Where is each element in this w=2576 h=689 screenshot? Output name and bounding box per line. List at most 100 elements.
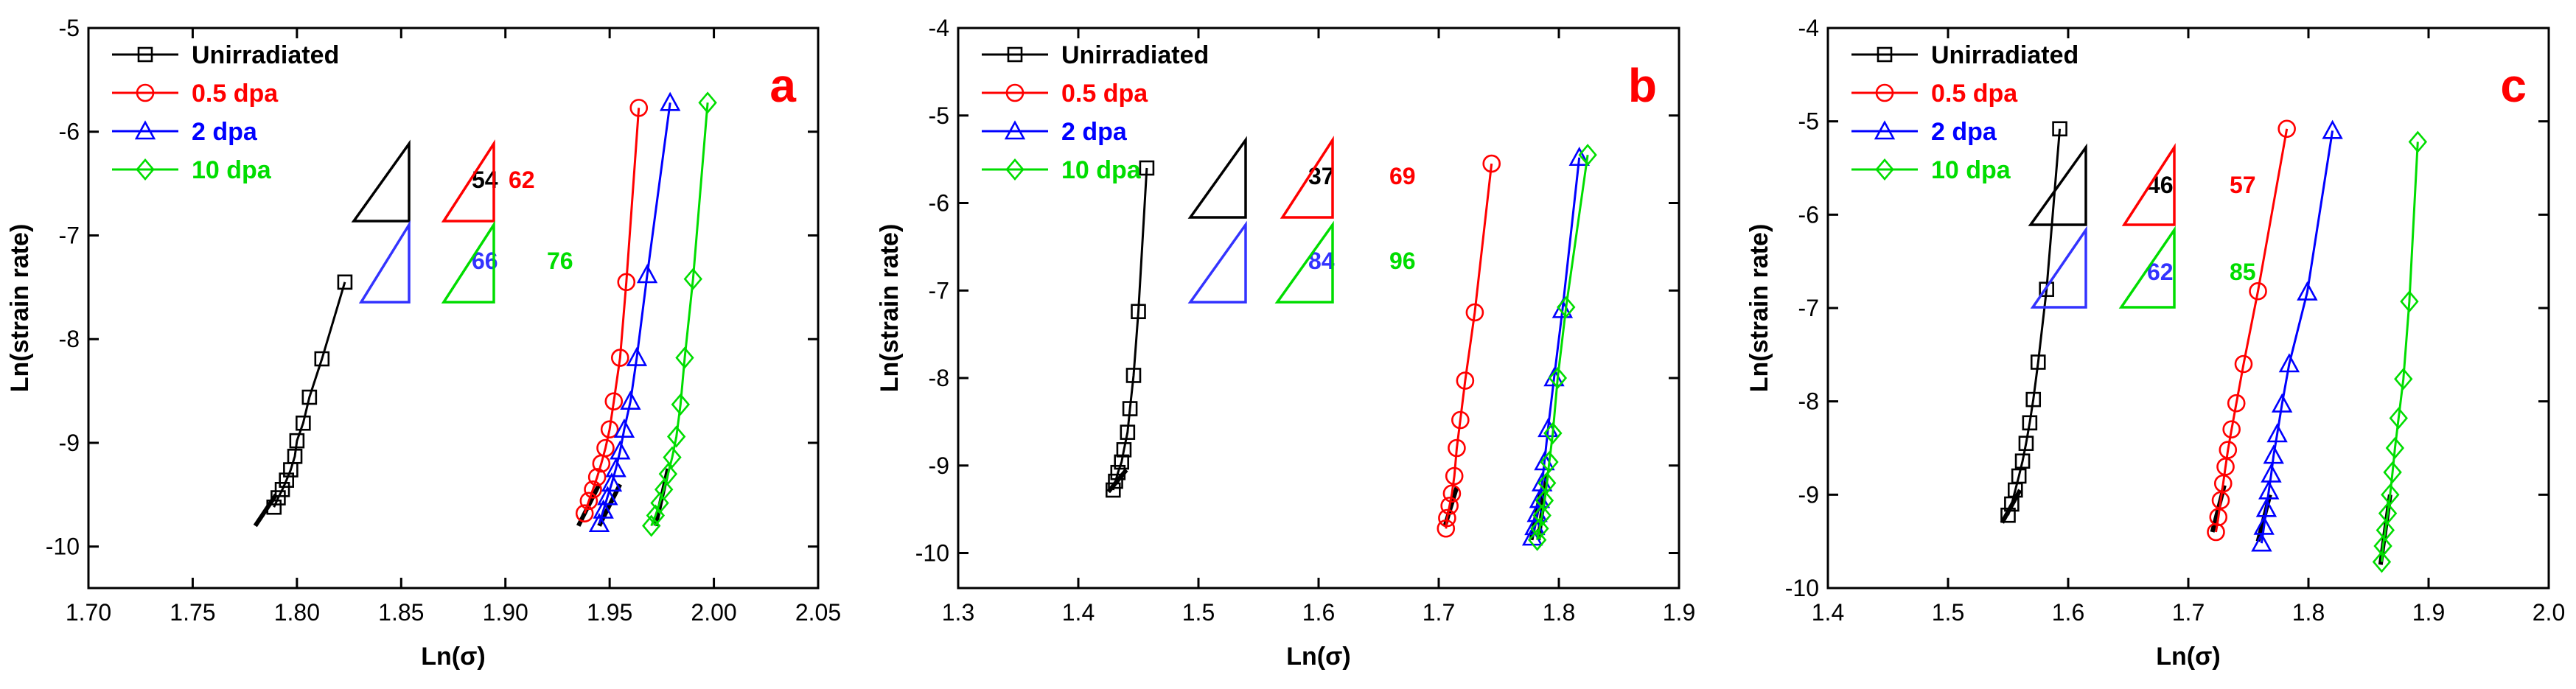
legend-label: 2 dpa xyxy=(1061,118,1128,146)
x-axis-label: Ln(σ) xyxy=(2156,643,2220,671)
slope-triangle xyxy=(351,139,411,223)
data-point xyxy=(666,425,686,448)
legend-marker xyxy=(1004,120,1026,140)
x-tick-label: 1.8 xyxy=(2292,599,2325,626)
slope-label: 37 xyxy=(1308,163,1335,189)
data-point xyxy=(1456,371,1475,390)
data-point xyxy=(1110,464,1126,480)
data-point xyxy=(1465,303,1484,322)
data-point xyxy=(266,499,282,515)
plot-frame xyxy=(957,27,1680,590)
data-point xyxy=(1548,366,1568,390)
data-point xyxy=(1131,304,1146,320)
legend-marker xyxy=(137,46,153,63)
y-tick-label: -6 xyxy=(59,119,80,145)
x-tick-label: 1.7 xyxy=(2172,599,2205,626)
x-tick-label: 1.3 xyxy=(942,599,974,626)
data-point xyxy=(2261,463,2282,483)
slope-triangle xyxy=(2030,225,2087,309)
data-point xyxy=(1108,473,1123,489)
data-point xyxy=(675,346,694,369)
data-point xyxy=(2400,290,2419,313)
data-point xyxy=(683,267,702,290)
panel-label: c xyxy=(2500,59,2527,112)
data-point xyxy=(1451,410,1470,430)
data-point xyxy=(1122,401,1138,416)
slope-label: 85 xyxy=(2230,259,2256,285)
data-point xyxy=(1120,424,1136,440)
legend-marker xyxy=(1875,158,1894,181)
series-line xyxy=(2380,141,2419,562)
y-axis-label: Ln(strain rate) xyxy=(1745,224,1773,393)
data-point xyxy=(2383,461,2402,483)
slope-label: 62 xyxy=(509,167,535,193)
y-tick-label: -7 xyxy=(929,277,949,304)
data-point xyxy=(575,504,594,522)
data-point xyxy=(650,492,669,514)
x-tick-label: 1.5 xyxy=(1932,599,1964,626)
slope-label: 69 xyxy=(1389,163,1416,189)
data-point xyxy=(596,438,615,458)
data-point xyxy=(2234,354,2253,374)
legend-label: 0.5 dpa xyxy=(1931,80,2018,108)
data-point xyxy=(274,481,290,497)
data-point xyxy=(2030,354,2046,370)
legend-label: 10 dpa xyxy=(1061,156,1142,184)
series-line xyxy=(1536,154,1589,541)
data-point xyxy=(1438,508,1456,528)
data-point xyxy=(2263,444,2284,464)
data-point xyxy=(610,349,629,367)
data-point xyxy=(1543,422,1563,444)
legend-marker xyxy=(1874,120,1896,140)
legend-label: 2 dpa xyxy=(1931,118,1997,146)
legend-label: 0.5 dpa xyxy=(1061,80,1148,108)
slope-triangle xyxy=(1280,136,1334,219)
data-point xyxy=(287,448,303,464)
data-point xyxy=(2394,368,2413,391)
chart-panel-b: 1.3 1.4 1.5 1.6 1.7 1.8 1.9 -10 -9 -8 -7 -6 -5 -4 Ln(σ… xyxy=(876,15,1695,671)
data-point xyxy=(584,480,602,499)
data-point xyxy=(2018,436,2034,451)
slope-triangle xyxy=(441,139,495,223)
data-point xyxy=(1482,154,1501,173)
legend-marker xyxy=(1005,158,1025,181)
data-point xyxy=(296,415,311,431)
data-point xyxy=(2219,441,2238,459)
fit-line xyxy=(253,493,279,528)
x-tick-label: 1.90 xyxy=(483,599,528,626)
data-point xyxy=(671,393,691,416)
x-tick-label: 1.80 xyxy=(274,599,320,626)
data-point xyxy=(663,446,682,469)
y-tick-label: -7 xyxy=(1798,295,1819,321)
x-tick-label: 1.6 xyxy=(1302,599,1335,626)
series-line xyxy=(598,102,671,525)
y-tick-label: -5 xyxy=(59,15,80,41)
series-line xyxy=(1111,167,1148,491)
y-tick-label: -5 xyxy=(929,102,949,129)
data-point xyxy=(279,472,295,488)
legend-label: 10 dpa xyxy=(1931,156,2011,184)
data-point xyxy=(2385,436,2405,460)
data-point xyxy=(2376,519,2395,542)
y-tick-label: -4 xyxy=(1798,15,1819,41)
x-tick-label: 1.70 xyxy=(66,599,111,626)
x-tick-label: 1.5 xyxy=(1182,599,1215,626)
data-point xyxy=(2022,415,2038,431)
slope-label: 57 xyxy=(2230,172,2256,198)
data-point xyxy=(1440,497,1459,515)
legend-marker xyxy=(136,158,155,181)
data-point xyxy=(613,418,635,438)
slope-label: 96 xyxy=(1389,248,1416,274)
data-point xyxy=(629,99,649,117)
data-point xyxy=(2011,468,2027,484)
slope-triangle xyxy=(2118,225,2176,309)
series-line xyxy=(650,102,709,527)
data-point xyxy=(2389,407,2408,430)
data-point xyxy=(1448,438,1466,458)
chart-panel-a: 1.70 1.75 1.80 1.85 1.90 1.95 2.00 2.05 -10 -9 -8 -… xyxy=(6,15,841,671)
data-point xyxy=(1139,160,1155,176)
data-point xyxy=(2000,507,2016,523)
data-point xyxy=(1532,504,1551,527)
data-point xyxy=(600,420,619,438)
